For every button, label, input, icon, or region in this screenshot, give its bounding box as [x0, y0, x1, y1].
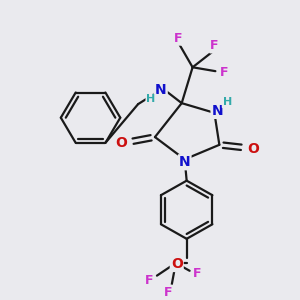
Text: O: O [115, 136, 127, 150]
Text: H: H [146, 94, 156, 104]
Text: F: F [210, 40, 219, 52]
Text: H: H [223, 97, 232, 107]
Text: F: F [193, 267, 202, 280]
Text: O: O [247, 142, 259, 156]
Text: N: N [179, 155, 190, 169]
Text: F: F [164, 286, 172, 298]
Text: O: O [171, 257, 183, 271]
Text: N: N [212, 104, 223, 118]
Text: F: F [220, 66, 229, 79]
Text: F: F [173, 32, 182, 45]
Text: F: F [145, 274, 153, 287]
Text: N: N [155, 82, 167, 97]
